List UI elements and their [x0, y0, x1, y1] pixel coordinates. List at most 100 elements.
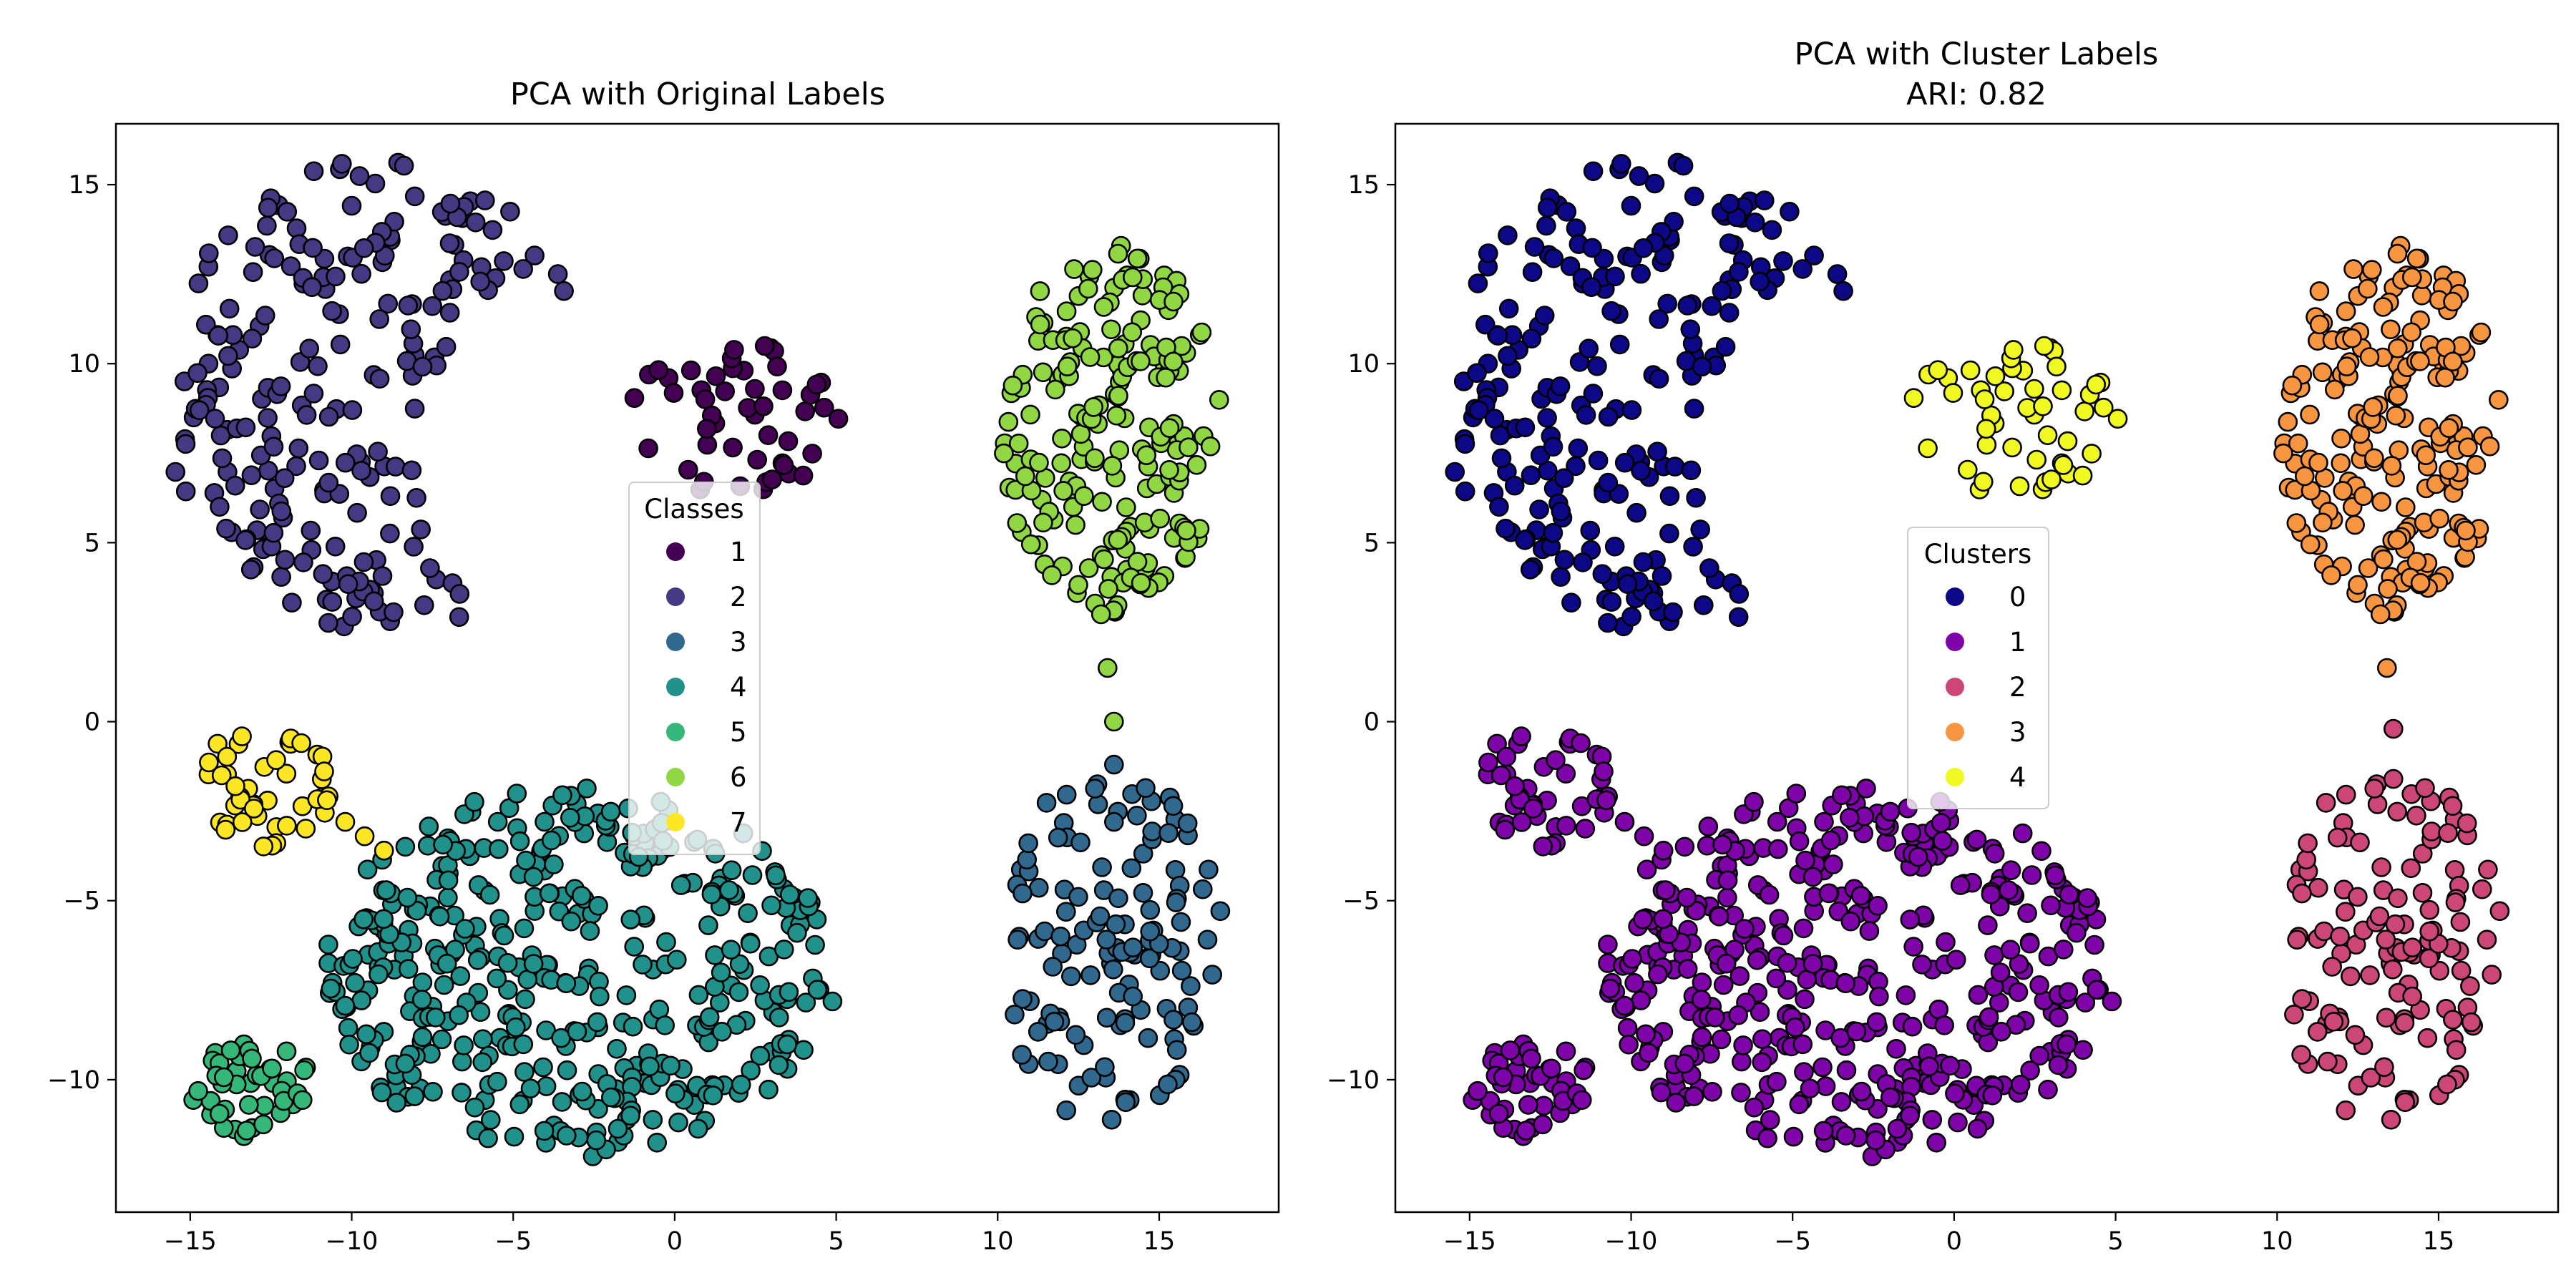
- right-point-class-0-116: [1611, 154, 1631, 174]
- right-point-class-1-344: [1744, 791, 1764, 812]
- right-point-class-2-55: [2381, 1110, 2401, 1130]
- right-point-class-1-307: [1931, 813, 1951, 833]
- right-legend-marker-3: [1946, 723, 1964, 741]
- left-point-class-6-134: [1065, 514, 1085, 535]
- left-point-class-3-114: [1123, 937, 1143, 957]
- left-point-class-3-9: [1133, 844, 1153, 864]
- right-point-class-3-0: [2466, 454, 2487, 475]
- right-point-class-3-169: [2358, 278, 2378, 299]
- left-point-class-2-178: [384, 602, 404, 623]
- right-point-class-2-107: [2323, 1012, 2344, 1032]
- left-point-class-4-295: [586, 1130, 607, 1151]
- right-point-class-0-198: [1712, 280, 1732, 301]
- left-point-class-2-33: [404, 399, 425, 419]
- left-y-tick-label: 5: [84, 529, 100, 557]
- right-point-class-1-406: [1677, 887, 1697, 908]
- left-point-class-2-79: [258, 408, 278, 428]
- left-legend-title: Classes: [644, 494, 743, 525]
- right-point-class-4-45: [2033, 396, 2053, 416]
- left-point-class-4-162: [742, 865, 763, 885]
- right-point-class-1-342: [1919, 1056, 1939, 1077]
- left-point-class-2-118: [439, 303, 460, 323]
- right-point-class-1-162: [2021, 865, 2042, 885]
- left-point-class-4-208: [656, 932, 676, 952]
- left-point-class-7-43: [296, 819, 316, 839]
- right-point-class-0-67: [1680, 319, 1701, 340]
- left-point-class-4-202: [796, 992, 816, 1013]
- left-point-class-4-193: [655, 1015, 675, 1035]
- left-point-class-4-382: [561, 911, 582, 932]
- left-y-tick-label: 15: [68, 171, 100, 200]
- right-point-class-2-82: [2385, 914, 2406, 935]
- left-point-class-2-193: [225, 475, 245, 496]
- right-point-class-2-78: [2419, 948, 2439, 969]
- right-point-class-1-31: [1546, 750, 1566, 770]
- right-point-class-1-390: [1760, 1110, 1780, 1130]
- left-point-class-1-18: [680, 360, 701, 381]
- right-point-class-1-366: [1702, 1082, 1722, 1102]
- right-point-class-0-146: [1515, 417, 1536, 438]
- left-point-class-2-199: [368, 441, 388, 462]
- right-point-class-1-45: [1614, 811, 1635, 832]
- right-point-class-1-42: [1594, 761, 1614, 781]
- right-point-class-4-40: [2072, 465, 2093, 486]
- left-point-class-2-205: [385, 457, 406, 477]
- left-point-class-2-164: [308, 356, 328, 376]
- right-point-class-0-182: [1583, 161, 1604, 182]
- left-point-class-4-296: [359, 1043, 379, 1063]
- left-point-class-2-168: [263, 436, 284, 457]
- right-point-class-1-44: [1523, 799, 1543, 819]
- right-point-class-0-219: [1543, 248, 1564, 268]
- right-point-class-1-32: [2049, 1008, 2069, 1028]
- right-point-class-2-59: [2291, 1045, 2311, 1065]
- right-point-class-0-71: [1694, 595, 1714, 615]
- right-point-class-1-333: [1752, 1052, 1772, 1073]
- left-point-class-3-121: [1050, 926, 1070, 947]
- right-point-class-0-184: [1677, 296, 1698, 316]
- right-point-class-1-44: [1500, 1040, 1521, 1060]
- right-point-class-2-114: [2402, 937, 2423, 957]
- left-point-class-4-199: [398, 959, 419, 979]
- left-point-class-6-66: [1051, 453, 1071, 474]
- right-point-class-4-3: [1994, 381, 2014, 401]
- right-point-class-0-193: [1504, 475, 1525, 496]
- right-point-class-3-194: [2439, 459, 2459, 480]
- right-point-class-1-417: [1880, 801, 1901, 822]
- left-point-class-2-51: [288, 438, 309, 459]
- right-point-class-1-268: [1948, 1112, 1968, 1133]
- right-point-class-2-4: [2429, 960, 2450, 981]
- left-point-class-6-117: [1108, 530, 1128, 550]
- right-point-class-1-410: [1967, 1118, 1988, 1139]
- right-point-class-0-119: [1626, 502, 1646, 523]
- left-point-class-4-303: [479, 884, 500, 905]
- right-point-class-1-27: [1596, 790, 1616, 811]
- right-point-class-0-212: [1631, 461, 1651, 481]
- left-point-class-3-113: [1085, 779, 1105, 799]
- right-point-class-1-214: [1692, 972, 1712, 992]
- right-point-class-2-97: [2442, 796, 2463, 816]
- right-point-class-3-76: [2479, 436, 2500, 457]
- left-point-class-3-76: [1181, 1012, 1202, 1033]
- right-point-class-3-180: [2443, 291, 2463, 312]
- right-point-class-2-63: [2415, 778, 2435, 799]
- left-point-class-3-21: [1171, 912, 1191, 932]
- left-point-class-4-251: [386, 1093, 407, 1113]
- right-point-class-1-362: [1846, 1021, 1867, 1042]
- right-point-class-1-365: [1735, 919, 1755, 939]
- left-point-class-4-405: [539, 883, 560, 904]
- left-point-class-6-191: [1163, 351, 1184, 372]
- right-point-class-4-34: [1943, 383, 1963, 403]
- right-legend-label-0: 0: [2009, 582, 2026, 613]
- left-point-class-6-200: [1091, 604, 1111, 625]
- left-point-class-4-417: [600, 801, 621, 822]
- left-point-class-5-43: [276, 1041, 297, 1062]
- left-point-class-6-145: [1108, 243, 1128, 264]
- right-point-class-2-87: [2371, 857, 2391, 877]
- left-point-class-7-46: [354, 826, 375, 847]
- right-point-class-2-80: [2421, 821, 2441, 841]
- right-point-class-2-113: [2364, 779, 2384, 799]
- right-point-class-2-117: [2443, 1010, 2463, 1030]
- right-point-class-2-126: [2478, 859, 2498, 880]
- left-axes-frame: [114, 122, 1280, 1214]
